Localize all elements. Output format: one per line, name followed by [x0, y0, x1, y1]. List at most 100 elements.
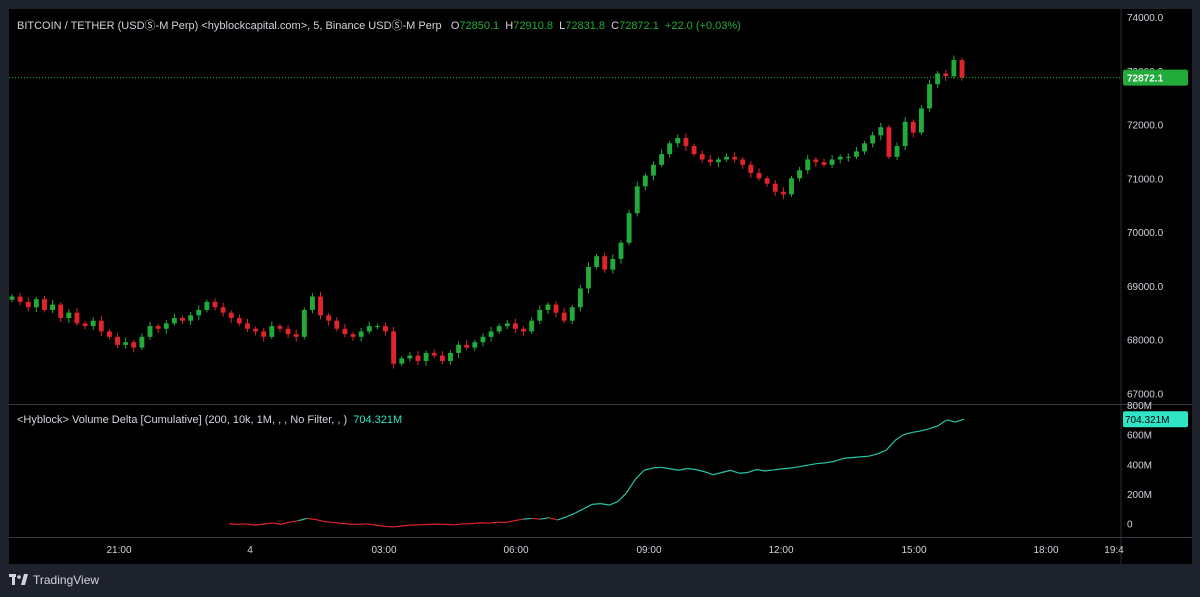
- candle-body: [58, 304, 64, 319]
- time-tick-label: 06:00: [503, 545, 528, 556]
- cvd-segment: [661, 466, 671, 470]
- cvd-segment: [367, 523, 377, 526]
- tradingview-logo-icon: [9, 574, 28, 585]
- time-tick-label: 18:00: [1033, 545, 1058, 556]
- candle-body: [740, 159, 746, 165]
- candle-body: [115, 336, 120, 345]
- cvd-segment: [782, 467, 792, 470]
- candle-body: [374, 326, 380, 328]
- price-axis[interactable]: 67000.0 68000.0 69000.0 70000.0 71000.0 72000…: [9, 9, 1192, 564]
- time-tick-label: 21:00: [106, 545, 131, 556]
- time-axis[interactable]: 21:00 4 03:00 06:00 09:00 12:00 15:00 18:00 19:4: [106, 545, 1124, 556]
- candle-body: [358, 331, 364, 337]
- cvd-segment: [842, 457, 852, 459]
- price-tick-label: 69000.0: [1127, 282, 1164, 293]
- candle-body: [9, 296, 15, 300]
- candle-body: [935, 73, 941, 85]
- cvd-segment: [860, 455, 869, 458]
- candle-body: [293, 334, 299, 337]
- cvd-segment: [773, 468, 783, 471]
- candle-body: [894, 146, 900, 157]
- candle-body: [943, 73, 949, 77]
- candle-body: [675, 137, 681, 144]
- candle-body: [456, 344, 462, 353]
- candle-body: [253, 328, 259, 332]
- candle-body: [918, 108, 924, 133]
- low-value: 72831.8: [565, 20, 605, 32]
- candle-body: [155, 326, 161, 329]
- brand-name: TradingView: [33, 573, 100, 587]
- candle-body: [951, 60, 957, 77]
- candle-body: [90, 320, 96, 327]
- chart-frame[interactable]: 67000.0 68000.0 69000.0 70000.0 71000.0 72000…: [9, 9, 1192, 564]
- candle-body: [886, 127, 892, 157]
- candle-body: [707, 159, 713, 163]
- cvd-segment: [756, 468, 766, 472]
- candle-body: [196, 309, 202, 316]
- low-label: L: [559, 20, 566, 32]
- candle-body: [813, 159, 819, 163]
- price-tick-label: 70000.0: [1127, 228, 1164, 239]
- candle-body: [496, 326, 502, 332]
- candle-body: [667, 143, 673, 155]
- cvd-segment: [652, 466, 662, 469]
- volume-delta-series: [228, 418, 965, 528]
- candle-body: [391, 331, 397, 364]
- cvd-segment: [583, 503, 593, 510]
- candle-body: [902, 121, 908, 147]
- cvd-segment: [332, 521, 342, 524]
- candle-body: [821, 162, 827, 165]
- cvd-segment: [834, 457, 844, 462]
- cvd-segment: [548, 517, 558, 521]
- candle-body: [594, 256, 600, 267]
- candle-body: [602, 256, 608, 270]
- time-tick-label: 15:00: [901, 545, 926, 556]
- candle-body: [472, 342, 478, 348]
- symbol-title[interactable]: BITCOIN / TETHER (USDⓈ-M Perp) <hyblockc…: [17, 20, 442, 32]
- candle-body: [529, 320, 535, 332]
- candle-body: [545, 304, 551, 310]
- cvd-segment: [280, 521, 290, 525]
- cvd-tick-label: 0: [1127, 520, 1133, 531]
- candle-body: [66, 312, 72, 319]
- cvd-segment: [868, 453, 878, 457]
- high-value: 72910.8: [513, 20, 553, 32]
- candle-body: [107, 331, 112, 337]
- cvd-segment: [808, 462, 818, 466]
- cvd-segment: [514, 518, 524, 522]
- time-tick-label: 4: [247, 545, 253, 556]
- cvd-segment: [799, 464, 809, 468]
- cvd-segment: [574, 508, 584, 514]
- cvd-segment: [678, 467, 688, 471]
- candle-body: [748, 164, 754, 173]
- candle-body: [342, 328, 348, 335]
- chart-svg[interactable]: 67000.0 68000.0 69000.0 70000.0 71000.0 72000…: [9, 9, 1192, 564]
- cvd-segment: [851, 456, 861, 459]
- price-tick-label: 72000.0: [1127, 121, 1164, 132]
- candle-body: [147, 326, 153, 337]
- cvd-segment: [401, 524, 411, 527]
- candle-body: [334, 320, 340, 329]
- candle-body: [537, 309, 543, 321]
- indicator-title[interactable]: <Hyblock> Volume Delta [Cumulative] (200…: [17, 414, 348, 426]
- candle-body: [82, 323, 88, 327]
- cvd-segment: [704, 471, 714, 476]
- candle-body: [659, 154, 665, 165]
- candle-body: [512, 323, 518, 329]
- candle-body: [561, 312, 567, 321]
- candle-body: [301, 309, 307, 337]
- cvd-tick-label: 400M: [1127, 460, 1152, 471]
- cvd-segment: [289, 520, 299, 523]
- candle-body: [407, 355, 413, 359]
- cvd-segment: [375, 524, 385, 527]
- high-label: H: [505, 20, 514, 32]
- candle-body: [756, 172, 762, 179]
- tradingview-footer[interactable]: TradingView: [9, 572, 99, 588]
- candle-body: [228, 312, 234, 319]
- candle-body: [586, 266, 591, 289]
- candle-body: [642, 175, 648, 187]
- cvd-segment: [384, 525, 394, 528]
- candle-body: [326, 315, 332, 321]
- candle-body: [764, 178, 770, 184]
- candle-body: [50, 304, 56, 310]
